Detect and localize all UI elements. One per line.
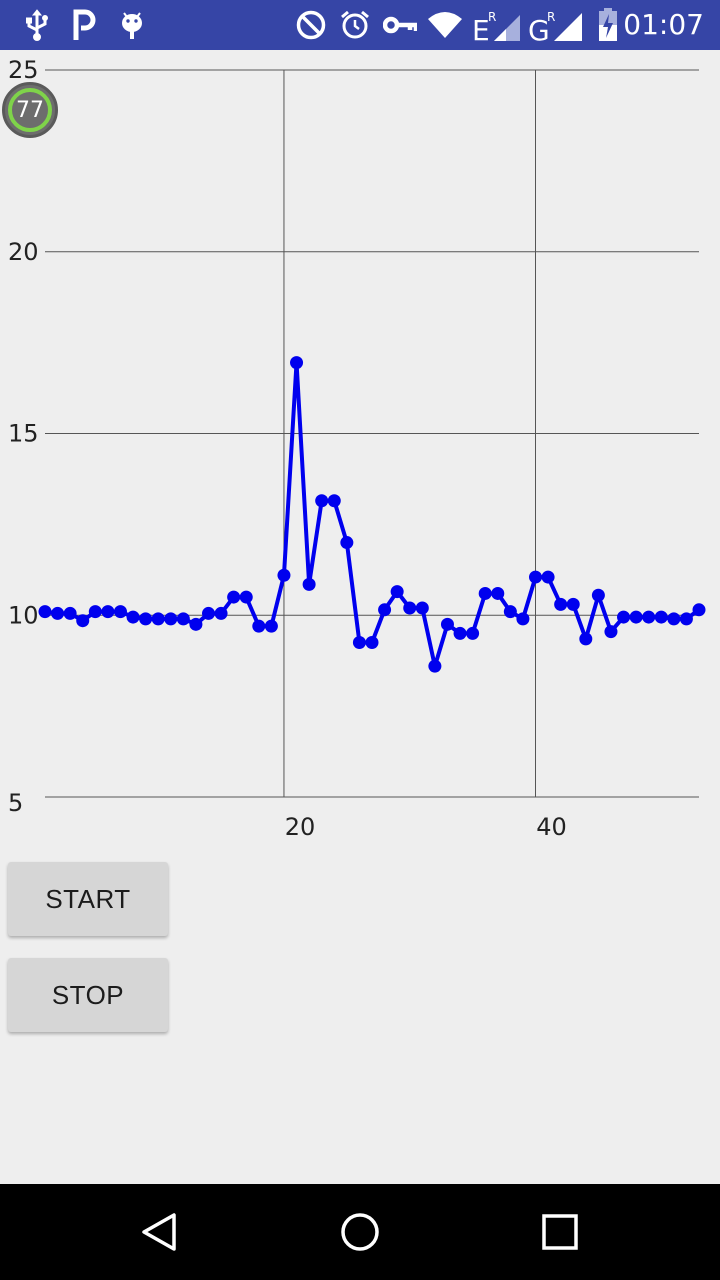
status-bar: E R G R 01:07 <box>0 0 720 50</box>
data-point <box>428 659 442 673</box>
start-button[interactable]: START <box>8 862 168 936</box>
parking-app-icon <box>70 0 98 50</box>
data-point <box>139 612 153 626</box>
badge-value: 77 <box>16 97 44 123</box>
navigation-bar <box>0 1184 720 1280</box>
data-point <box>478 586 492 600</box>
progress-ring <box>8 88 52 132</box>
data-point <box>629 610 643 624</box>
data-point <box>554 597 568 611</box>
stop-button[interactable]: STOP <box>8 958 168 1032</box>
data-point <box>38 605 52 619</box>
data-point <box>113 605 127 619</box>
data-point <box>466 626 480 640</box>
y-tick-label: 10 <box>8 601 39 629</box>
signal-roaming-g-icon: G R <box>528 0 584 50</box>
data-point <box>604 625 618 639</box>
data-point <box>51 606 65 620</box>
network-e-label: E <box>472 14 490 43</box>
floating-counter-badge[interactable]: 77 <box>2 82 58 138</box>
signal-roaming-e-icon: E R <box>472 0 522 50</box>
data-point <box>591 588 605 602</box>
x-tick-label: 40 <box>536 813 567 841</box>
data-point <box>76 614 90 628</box>
data-point <box>189 617 203 631</box>
data-point <box>302 577 316 591</box>
data-point <box>692 603 706 617</box>
y-tick-label: 20 <box>8 238 39 266</box>
data-point <box>101 605 115 619</box>
x-tick-label: 20 <box>285 813 316 841</box>
data-point <box>516 612 530 626</box>
data-point <box>290 356 304 370</box>
data-point <box>440 617 454 631</box>
y-tick-label: 15 <box>8 420 39 448</box>
data-point <box>151 612 165 626</box>
data-point <box>164 612 178 626</box>
data-point <box>239 590 253 604</box>
status-time: 01:07 <box>623 8 704 41</box>
wifi-icon <box>426 0 464 50</box>
roaming-label-2: R <box>547 10 555 24</box>
y-tick-label: 25 <box>8 56 39 84</box>
data-point <box>390 585 404 599</box>
data-point <box>529 570 542 584</box>
data-point <box>365 636 379 650</box>
battery-charging-icon <box>596 0 620 50</box>
data-point <box>566 597 580 611</box>
data-point <box>315 494 329 508</box>
y-tick-label: 5 <box>8 789 23 817</box>
x-axis-ticks: 20 40 <box>285 813 567 841</box>
data-point <box>503 605 517 619</box>
data-point <box>126 610 140 624</box>
data-point <box>579 632 593 646</box>
data-point <box>453 626 467 640</box>
data-point <box>617 610 631 624</box>
data-point <box>63 606 77 620</box>
back-icon[interactable] <box>112 1184 208 1280</box>
data-point <box>378 603 392 617</box>
data-point <box>202 606 215 620</box>
y-axis-ticks: 5 10 15 20 25 <box>8 56 39 817</box>
data-point <box>415 601 429 615</box>
data-point <box>642 610 656 624</box>
data-point <box>327 494 341 508</box>
data-point <box>679 612 693 626</box>
chart-grid <box>45 69 699 798</box>
data-point <box>667 612 681 626</box>
vpn-key-icon <box>382 0 418 50</box>
data-point <box>214 606 228 620</box>
usb-icon <box>22 0 52 50</box>
alarm-icon <box>338 0 372 50</box>
data-point <box>277 568 291 582</box>
data-point <box>541 570 555 584</box>
data-point <box>252 619 266 633</box>
do-not-disturb-icon <box>294 0 328 50</box>
chart-series <box>38 356 706 673</box>
data-point <box>654 610 668 624</box>
android-debug-icon <box>118 0 146 50</box>
network-g-label: G <box>528 14 550 43</box>
data-point <box>352 636 366 650</box>
home-icon[interactable] <box>312 1184 408 1280</box>
data-point <box>264 619 278 633</box>
data-point <box>227 590 241 604</box>
data-point <box>340 536 354 550</box>
data-point <box>176 612 190 626</box>
roaming-label: R <box>488 10 496 24</box>
recents-icon[interactable] <box>512 1184 608 1280</box>
data-point <box>88 605 102 619</box>
data-point <box>491 586 505 600</box>
data-point <box>403 601 417 615</box>
